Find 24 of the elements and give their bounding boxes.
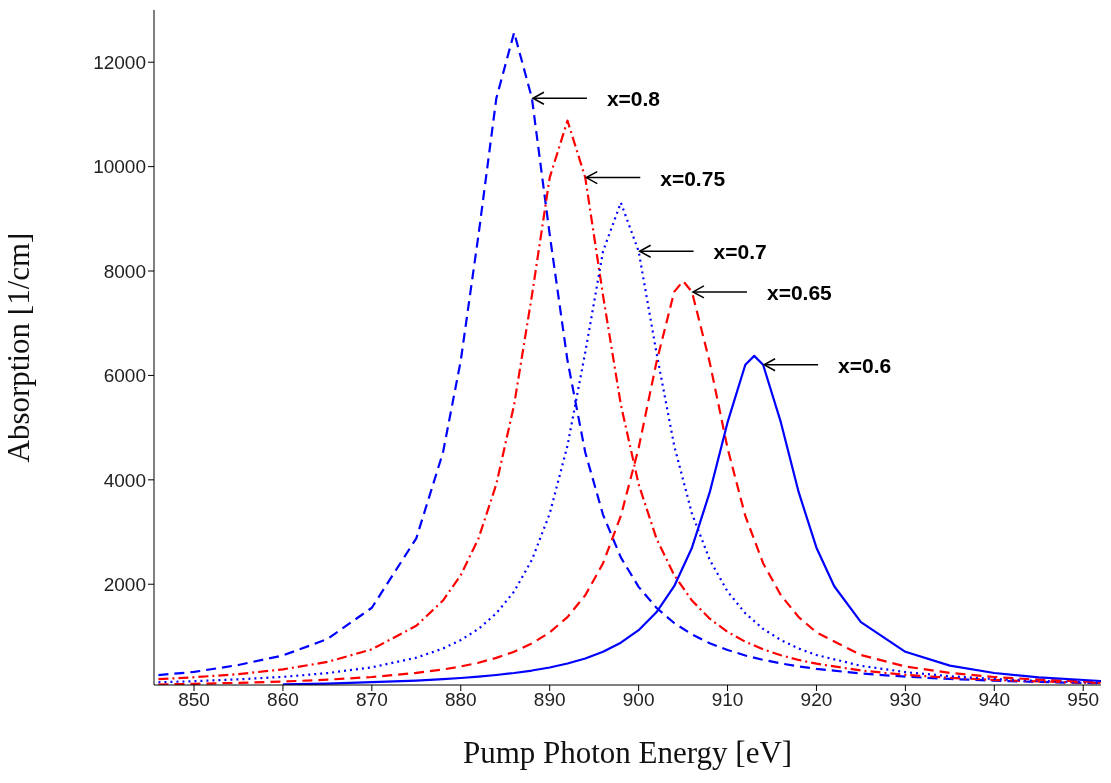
x-tick-label: 880 — [444, 689, 477, 711]
x-tick-label: 900 — [622, 689, 655, 711]
annotation: x=0.75 — [660, 166, 726, 190]
annotation: x=0.65 — [766, 280, 833, 304]
x-tick-label: 950 — [1067, 689, 1100, 711]
annotation: x=0.8 — [606, 87, 661, 111]
x-tick-label: 890 — [533, 689, 566, 711]
y-tick-label: 12000 — [93, 51, 146, 73]
y-tick-label: 2000 — [103, 573, 146, 595]
x-tick-label: 920 — [800, 689, 833, 711]
y-tick-label: 10000 — [93, 156, 146, 178]
x-tick-label: 870 — [356, 689, 388, 711]
y-tick-label: 8000 — [103, 260, 146, 282]
annotation: x=0.7 — [713, 240, 767, 264]
y-tick-label: 6000 — [103, 365, 146, 387]
x-tick-label: 850 — [178, 689, 210, 711]
y-tick-label: 4000 — [103, 469, 146, 491]
annotation: x=0.6 — [838, 353, 892, 377]
x-tick-label: 910 — [711, 689, 744, 711]
x-tick-label: 930 — [889, 689, 922, 711]
x-tick-label: 860 — [267, 689, 299, 711]
y-axis-title: Absorption [1/cm] — [1, 232, 37, 463]
x-tick-label: 940 — [978, 689, 1011, 711]
x-axis-title: Pump Photon Energy [eV] — [462, 735, 793, 770]
